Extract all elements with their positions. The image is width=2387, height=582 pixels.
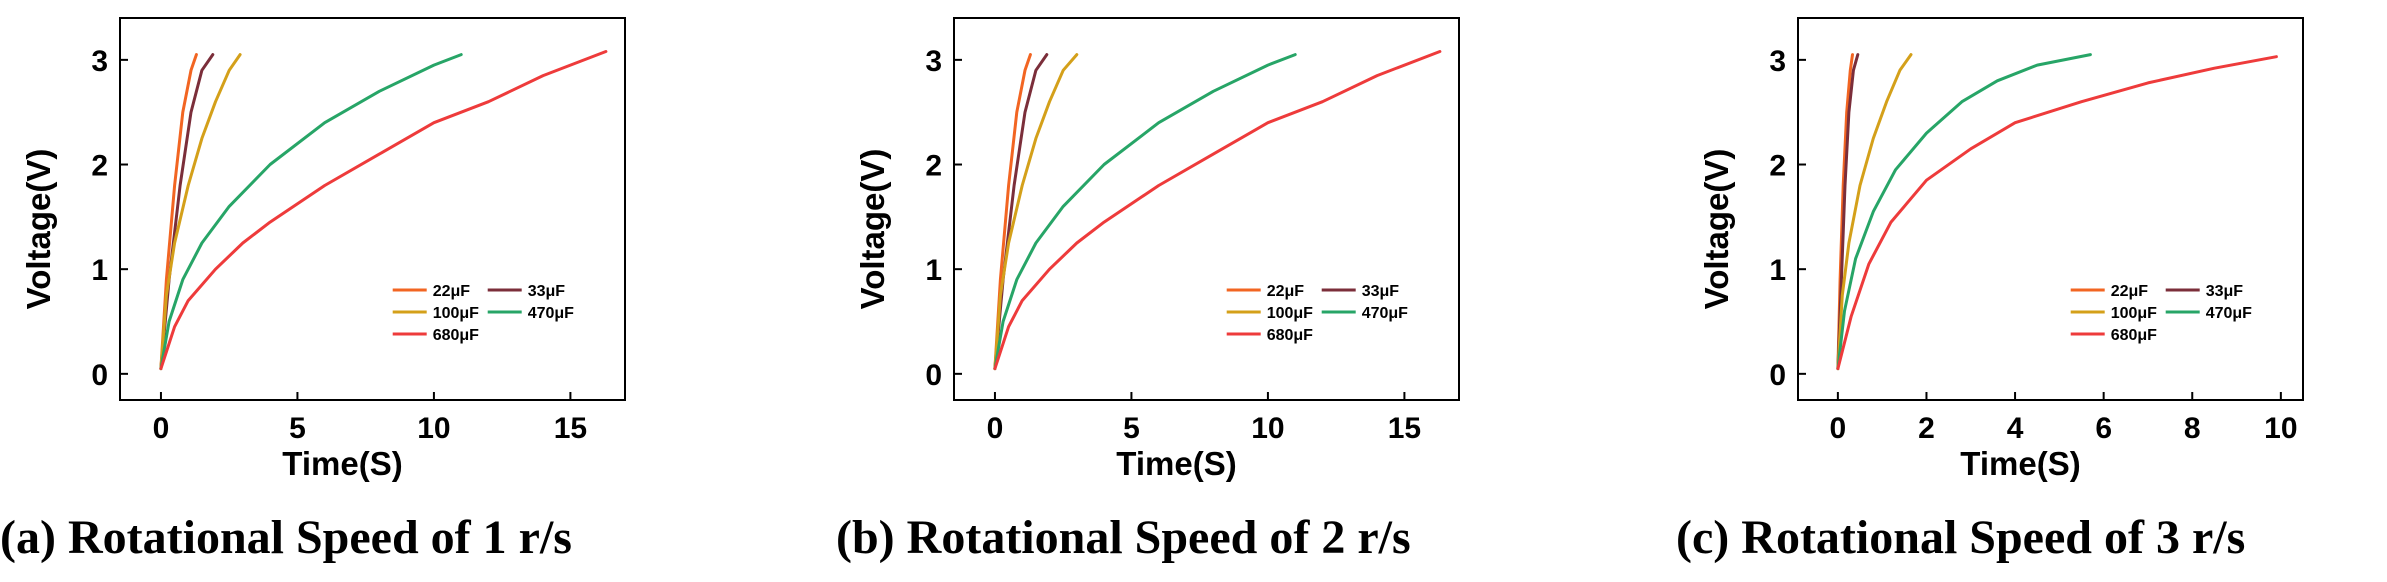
chart-a-x-tick-label-2: 10 — [417, 412, 450, 445]
chart-c-plot-frame — [1797, 17, 2304, 401]
chart-c-legend-label-2: 100μF — [2111, 305, 2157, 322]
chart-b-legend-label-1: 33μF — [1362, 283, 1400, 300]
chart-c-x-axis-label: Time(S) — [1960, 445, 2080, 482]
chart-a-series-line-4 — [159, 50, 608, 371]
chart-b-x-axis-label: Time(S) — [1116, 445, 1236, 482]
chart-a-x-tick-label-0: 0 — [153, 412, 170, 445]
chart-c-x-tick-label-0: 0 — [1830, 412, 1847, 445]
chart-b-legend-label-4: 680μF — [1267, 327, 1313, 344]
chart-a-series-line-2 — [159, 53, 242, 371]
chart-a-y-tick-label-0: 0 — [91, 359, 108, 392]
chart-b-series-line-2 — [993, 53, 1079, 371]
chart-c-y-tick-label-0: 0 — [1769, 359, 1786, 392]
chart-c-x-tick-label-3: 6 — [2095, 412, 2112, 445]
chart-b-plot-frame — [953, 17, 1460, 401]
chart-c-legend-label-0: 22μF — [2111, 283, 2149, 300]
chart-a-y-tick-label-2: 2 — [91, 150, 108, 183]
chart-panel-a: 0 5 10 15 0 1 2 3 Time(S) Voltage(V) 22μF 33μF 100μF… — [0, 0, 796, 582]
chart-b-x-tick-label-3: 15 — [1388, 412, 1421, 445]
chart-b-plot: 0 5 10 15 0 1 2 3 Time(S) Voltage(V) 22μF 33μF 100μF… — [854, 17, 1460, 482]
chart-c-series-line-1 — [1836, 53, 1860, 371]
chart-c-series-line-2 — [1836, 53, 1913, 371]
chart-b-legend-label-3: 470μF — [1362, 305, 1408, 322]
chart-b-y-axis-label: Voltage(V) — [854, 149, 891, 310]
chart-a-caption: (a) Rotational Speed of 1 r/s — [0, 511, 572, 564]
chart-a-y-axis-label: Voltage(V) — [20, 149, 57, 310]
chart-c-caption: (c) Rotational Speed of 3 r/s — [1676, 511, 2246, 564]
chart-c-y-tick-label-3: 3 — [1769, 45, 1786, 78]
chart-a-legend-label-3: 470μF — [528, 305, 574, 322]
chart-a-plot: 0 5 10 15 0 1 2 3 Time(S) Voltage(V) 22μF 33μF 100μF… — [20, 17, 626, 482]
chart-a-y-tick-label-3: 3 — [91, 45, 108, 78]
chart-a-series-line-3 — [159, 53, 463, 371]
chart-c-x-tick-label-4: 8 — [2184, 412, 2201, 445]
chart-a-legend-label-4: 680μF — [433, 327, 479, 344]
chart-b-legend-label-2: 100μF — [1267, 305, 1313, 322]
chart-a-plot-frame — [119, 17, 626, 401]
chart-b-series-line-3 — [993, 53, 1297, 371]
chart-b-x-tick-label-2: 10 — [1251, 412, 1284, 445]
chart-b-y-tick-label-0: 0 — [925, 359, 942, 392]
chart-a-legend-label-2: 100μF — [433, 305, 479, 322]
chart-a-x-tick-label-3: 15 — [554, 412, 587, 445]
chart-b-series-line-4 — [993, 50, 1442, 371]
chart-c-series-line-3 — [1836, 53, 2092, 371]
chart-b-legend-label-0: 22μF — [1267, 283, 1305, 300]
chart-c-y-tick-label-1: 1 — [1769, 254, 1786, 287]
chart-c-x-tick-label-1: 2 — [1918, 412, 1935, 445]
chart-b-y-tick-label-3: 3 — [925, 45, 942, 78]
chart-a-x-tick-label-1: 5 — [289, 412, 306, 445]
chart-panel-b: 0 5 10 15 0 1 2 3 Time(S) Voltage(V) 22μF 33μF 100μF… — [836, 0, 1632, 582]
chart-a-x-axis-label: Time(S) — [282, 445, 402, 482]
chart-c-y-tick-label-2: 2 — [1769, 150, 1786, 183]
chart-b-x-tick-label-0: 0 — [987, 412, 1004, 445]
chart-c-plot: 0 2 4 6 8 10 0 1 2 3 Time(S) Voltage(V) 22μF 33μF 100μ… — [1698, 17, 2304, 482]
chart-c-legend-label-3: 470μF — [2206, 305, 2252, 322]
chart-b-y-tick-label-1: 1 — [925, 254, 942, 287]
chart-b-caption: (b) Rotational Speed of 2 r/s — [836, 511, 1411, 564]
chart-c-x-tick-label-2: 4 — [2007, 412, 2024, 445]
chart-a-y-tick-label-1: 1 — [91, 254, 108, 287]
chart-b-x-tick-label-1: 5 — [1123, 412, 1140, 445]
chart-c-y-axis-label: Voltage(V) — [1698, 149, 1735, 310]
chart-c-legend-label-1: 33μF — [2206, 283, 2244, 300]
chart-a-legend-label-1: 33μF — [528, 283, 566, 300]
chart-a-legend-label-0: 22μF — [433, 283, 471, 300]
chart-c-legend-label-4: 680μF — [2111, 327, 2157, 344]
chart-c-x-tick-label-5: 10 — [2264, 412, 2297, 445]
chart-c-series-line-4 — [1836, 55, 2278, 371]
chart-b-y-tick-label-2: 2 — [925, 150, 942, 183]
chart-panel-c: 0 2 4 6 8 10 0 1 2 3 Time(S) Voltage(V) 22μF 33μF 100μ… — [1676, 0, 2387, 582]
